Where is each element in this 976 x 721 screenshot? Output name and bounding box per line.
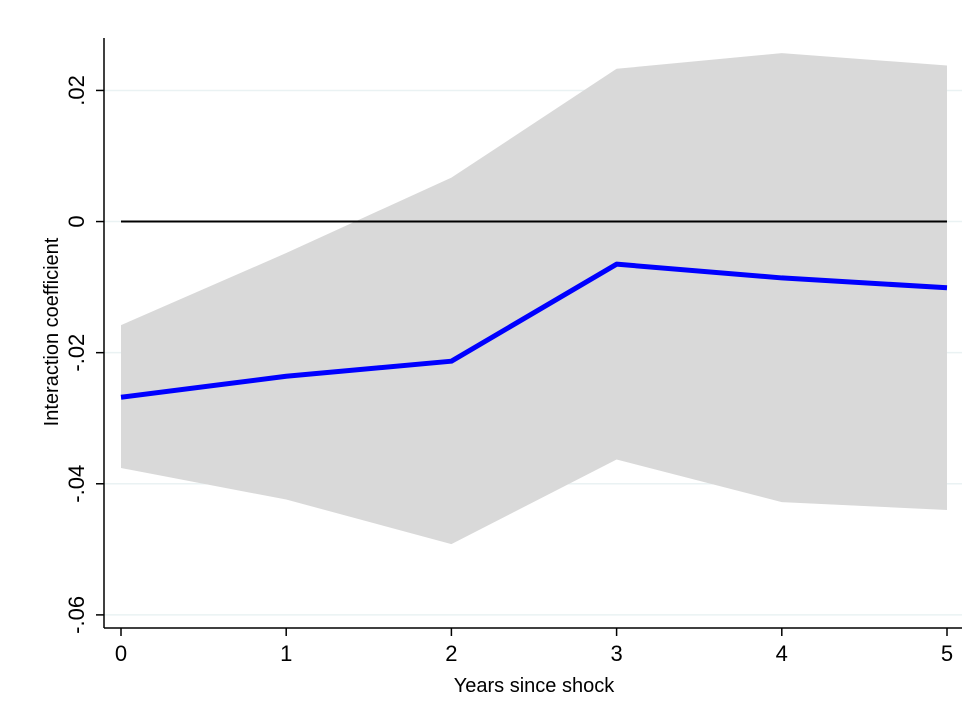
x-tick-label-4: 4 (776, 641, 788, 666)
coefficient-line-layer (120, 261, 948, 400)
y-tick-label-0: -.06 (64, 596, 89, 634)
confidence-band (121, 53, 947, 545)
axes (96, 38, 962, 636)
coefficient-line (120, 261, 948, 400)
y-tick-labels: -.06 -.04 -.02 0 .02 (64, 75, 89, 634)
x-tick-label-3: 3 (610, 641, 622, 666)
y-tick-label-1: -.04 (64, 465, 89, 503)
y-tick-label-4: .02 (64, 75, 89, 106)
x-tick-labels: 0 1 2 3 4 5 (115, 641, 953, 666)
x-tick-label-0: 0 (115, 641, 127, 666)
x-tick-label-1: 1 (280, 641, 292, 666)
y-tick-label-3: 0 (64, 215, 89, 227)
x-axis-title: Years since shock (454, 675, 615, 697)
y-axis-title: Interaction coefficient (41, 237, 63, 426)
confidence-band-layer (121, 53, 947, 545)
x-tick-label-5: 5 (941, 641, 953, 666)
y-tick-label-2: -.02 (64, 334, 89, 372)
x-tick-label-2: 2 (445, 641, 457, 666)
